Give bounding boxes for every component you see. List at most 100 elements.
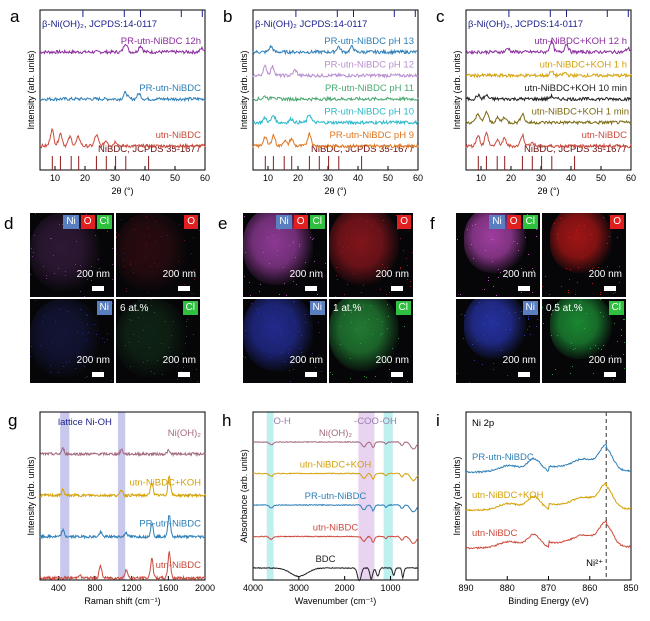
speckle xyxy=(570,373,571,374)
x-tick-label-g: 400 xyxy=(51,583,66,593)
panel-label-i: i xyxy=(436,411,440,430)
speckle xyxy=(350,301,351,302)
speckle xyxy=(98,259,99,260)
band-g xyxy=(117,412,126,580)
speckle xyxy=(621,335,622,336)
speckle xyxy=(134,229,135,230)
speckle xyxy=(123,253,124,254)
speckle xyxy=(342,251,343,252)
series-line-b xyxy=(252,44,419,56)
speckle xyxy=(272,318,273,319)
speckle xyxy=(244,276,245,277)
speckle xyxy=(598,362,599,363)
speckle xyxy=(191,253,192,254)
speckle xyxy=(251,303,252,304)
speckle xyxy=(149,236,150,237)
speckle xyxy=(528,318,529,319)
speckle xyxy=(293,243,294,244)
speckle xyxy=(186,321,187,322)
speckle xyxy=(149,347,150,348)
speckle xyxy=(186,326,187,327)
speckle xyxy=(505,329,506,330)
speckle xyxy=(171,335,172,336)
cl-concentration: 0.5 at.% xyxy=(546,303,583,314)
label-o: O xyxy=(397,215,411,229)
speckle xyxy=(104,342,105,343)
scale-label: 200 nm xyxy=(502,269,536,280)
speckle xyxy=(299,244,300,245)
speckle xyxy=(570,269,571,270)
speckle xyxy=(250,295,251,296)
speckle xyxy=(398,338,399,339)
panel-label-g: g xyxy=(8,411,17,430)
x-tick-label-c: 10 xyxy=(476,173,486,183)
speckle xyxy=(317,294,318,295)
speckle xyxy=(477,340,478,341)
speckle xyxy=(568,290,569,291)
speckle xyxy=(483,335,484,336)
speckle xyxy=(305,314,306,315)
element-distribution xyxy=(329,213,399,285)
y-axis-label-b: Intensity (arb. units) xyxy=(239,50,249,129)
speckle xyxy=(154,263,155,264)
speckle xyxy=(130,366,131,367)
x-tick-label-i: 850 xyxy=(623,583,638,593)
speckle xyxy=(269,263,270,264)
speckle xyxy=(129,319,130,320)
speckle xyxy=(86,340,87,341)
speckle xyxy=(167,235,168,236)
speckle xyxy=(54,273,55,274)
series-label-i: PR-utn-NiBDC xyxy=(472,452,534,463)
speckle xyxy=(577,282,578,283)
speckle xyxy=(86,214,87,215)
scale-bar xyxy=(604,286,616,291)
label-ni: Ni xyxy=(96,301,112,315)
cl-concentration: 6 at.% xyxy=(120,303,149,314)
x-tick-label-h: 1000 xyxy=(380,583,400,593)
speckle xyxy=(257,309,258,310)
speckle xyxy=(353,273,354,274)
speckle xyxy=(336,275,337,276)
series-line-b xyxy=(252,132,419,149)
map-tile-mix-d: 200 nm Ni O Cl xyxy=(30,213,114,297)
speckle xyxy=(107,333,108,334)
speckle xyxy=(314,261,315,262)
speckle xyxy=(46,275,47,276)
speckle xyxy=(509,312,510,313)
speckle xyxy=(584,225,585,226)
speckle xyxy=(86,314,87,315)
marker-label-i: Ni²⁺ xyxy=(586,558,603,569)
speckle xyxy=(336,267,337,268)
speckle xyxy=(379,230,380,231)
speckle xyxy=(279,294,280,295)
speckle xyxy=(111,380,112,381)
speckle xyxy=(146,216,147,217)
series-line-a xyxy=(39,43,206,55)
speckle xyxy=(293,369,294,370)
speckle xyxy=(377,319,378,320)
speckle xyxy=(473,258,474,259)
speckle xyxy=(507,277,508,278)
speckle xyxy=(401,214,402,215)
speckle xyxy=(555,369,556,370)
x-tick-label-i: 880 xyxy=(500,583,515,593)
speckle xyxy=(361,292,362,293)
speckle xyxy=(116,232,117,233)
speckle xyxy=(69,361,70,362)
speckle xyxy=(80,265,81,266)
speckle xyxy=(91,266,92,267)
series-line-c xyxy=(465,39,632,56)
speckle xyxy=(623,354,624,355)
speckle xyxy=(293,302,294,303)
speckle xyxy=(121,219,122,220)
speckle xyxy=(102,338,103,339)
ref-bottom-label-b: NiBDC, JCPDS 35-1677 xyxy=(311,144,414,155)
speckle xyxy=(193,237,194,238)
speckle xyxy=(493,363,494,364)
speckle xyxy=(573,349,574,350)
speckle xyxy=(147,292,148,293)
map-tile-cl-d: 200 nm Cl 6 at.% xyxy=(116,299,200,383)
speckle xyxy=(464,315,465,316)
series-label-h: PR-utn-NiBDC xyxy=(305,491,367,502)
band-label-h: -OH xyxy=(379,416,397,427)
